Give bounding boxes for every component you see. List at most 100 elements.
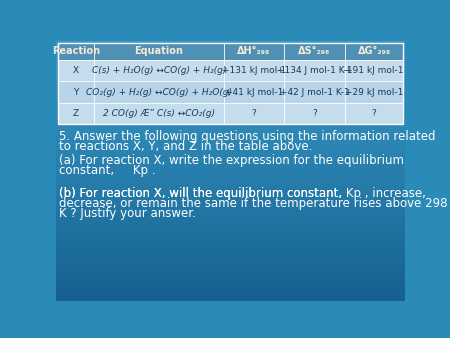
Bar — [56, 186, 405, 189]
Bar — [56, 173, 405, 176]
Bar — [56, 129, 405, 131]
Bar — [56, 93, 405, 95]
Bar — [56, 67, 405, 69]
Bar — [56, 74, 405, 77]
Bar — [56, 192, 405, 194]
Bar — [56, 108, 405, 111]
Text: +131 kJ mol-1: +131 kJ mol-1 — [222, 66, 286, 75]
Text: constant,     Kp .: constant, Kp . — [58, 164, 155, 177]
Bar — [56, 223, 405, 225]
Text: Equation: Equation — [135, 46, 183, 56]
Bar — [56, 56, 405, 59]
Text: ?: ? — [252, 109, 256, 118]
Bar — [56, 43, 405, 46]
Bar — [56, 142, 405, 145]
Bar — [56, 283, 405, 285]
Bar — [56, 257, 405, 259]
Text: +41 kJ mol-1: +41 kJ mol-1 — [225, 88, 283, 97]
Bar — [56, 210, 405, 212]
Bar — [56, 277, 405, 280]
Bar — [56, 121, 405, 124]
Bar — [56, 228, 405, 231]
Bar — [56, 131, 405, 134]
Bar — [56, 231, 405, 233]
Bar — [56, 147, 405, 150]
Bar — [56, 46, 405, 48]
Bar — [56, 280, 405, 283]
Bar — [56, 246, 405, 249]
Bar — [58, 43, 404, 60]
Bar — [56, 288, 405, 290]
Text: (b) For reaction X, will the equilibrium constant, Kp , increase,: (b) For reaction X, will the equilibrium… — [58, 187, 425, 200]
Bar — [58, 103, 404, 124]
Bar — [56, 155, 405, 158]
Text: X: X — [73, 66, 79, 75]
Bar — [56, 48, 405, 51]
Bar — [56, 178, 405, 181]
Bar — [56, 53, 405, 56]
Text: Y: Y — [73, 88, 79, 97]
Bar — [56, 202, 405, 204]
Bar — [56, 105, 405, 108]
Text: ?: ? — [312, 109, 317, 118]
Bar — [56, 272, 405, 275]
Text: +134 J mol-1 K-1: +134 J mol-1 K-1 — [277, 66, 352, 75]
Text: +29 kJ mol-1: +29 kJ mol-1 — [345, 88, 403, 97]
Bar — [56, 145, 405, 147]
Bar — [56, 126, 405, 129]
Bar — [56, 298, 405, 301]
Text: to reactions X, Y, and Z in the table above.: to reactions X, Y, and Z in the table ab… — [58, 140, 312, 153]
Bar — [56, 241, 405, 244]
Bar — [56, 254, 405, 257]
Bar — [58, 60, 404, 81]
Bar — [56, 251, 405, 254]
Bar — [56, 220, 405, 223]
Bar — [56, 51, 405, 53]
Bar — [56, 215, 405, 218]
Bar — [56, 262, 405, 264]
Bar — [56, 69, 405, 72]
Bar — [56, 199, 405, 202]
Bar — [56, 194, 405, 197]
Bar — [56, 90, 405, 93]
Bar — [56, 176, 405, 178]
Bar — [56, 85, 405, 88]
Bar — [56, 64, 405, 67]
Text: 2 CO(g) Æ” C(s) ↔CO₂(g): 2 CO(g) Æ” C(s) ↔CO₂(g) — [103, 109, 215, 118]
Bar — [56, 218, 405, 220]
Bar — [56, 103, 405, 105]
Text: Z: Z — [73, 109, 79, 118]
Bar — [56, 72, 405, 74]
Text: ΔH°₂₉₈: ΔH°₂₉₈ — [237, 46, 270, 56]
Bar — [56, 244, 405, 246]
Text: C(s) + H₂O(g) ↔CO(g) + H₂(g): C(s) + H₂O(g) ↔CO(g) + H₂(g) — [92, 66, 226, 75]
Bar — [56, 197, 405, 199]
Text: Reaction: Reaction — [52, 46, 100, 56]
Bar — [56, 100, 405, 103]
Bar — [56, 82, 405, 85]
Bar — [56, 59, 405, 62]
Bar — [56, 119, 405, 121]
Bar — [56, 124, 405, 126]
Bar — [56, 259, 405, 262]
Text: 5. Answer the following questions using the information related: 5. Answer the following questions using … — [58, 130, 435, 143]
Bar — [56, 249, 405, 251]
Text: K ? Justify your answer.: K ? Justify your answer. — [58, 207, 195, 220]
Bar — [56, 137, 405, 140]
Bar — [56, 212, 405, 215]
Bar — [56, 238, 405, 241]
Bar — [56, 116, 405, 119]
Bar — [56, 290, 405, 293]
Text: +91 kJ mol-1: +91 kJ mol-1 — [345, 66, 403, 75]
Bar — [56, 111, 405, 114]
Bar — [56, 264, 405, 267]
Bar — [56, 189, 405, 192]
Bar — [58, 43, 404, 124]
Bar — [56, 236, 405, 238]
Bar — [56, 163, 405, 166]
Bar — [56, 233, 405, 236]
Bar — [56, 98, 405, 100]
Bar — [58, 81, 404, 103]
Bar — [56, 79, 405, 82]
Bar — [56, 204, 405, 207]
